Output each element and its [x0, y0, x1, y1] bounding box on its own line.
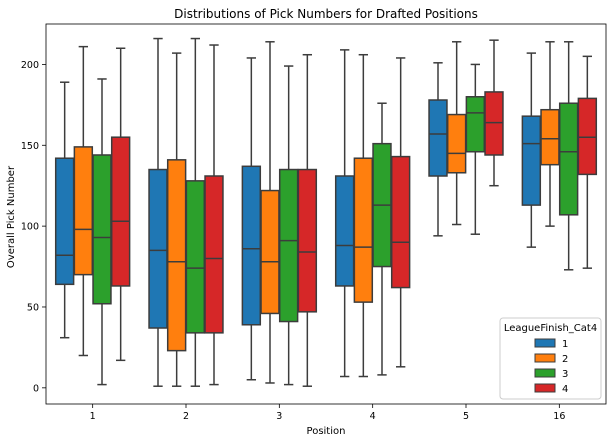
x-tick-label: 4 — [370, 411, 376, 422]
x-tick-label: 5 — [463, 411, 469, 422]
y-tick-label: 50 — [27, 302, 39, 313]
x-tick-label: 3 — [276, 411, 282, 422]
box-iqr — [92, 154, 112, 305]
y-tick-label: 150 — [21, 141, 39, 152]
box-iqr — [353, 157, 374, 303]
box-3-position-5 — [465, 63, 486, 235]
y-tick-label: 0 — [33, 383, 39, 394]
plot-area: 0 50 100 150 200 1 2 3 4 5 16 — [21, 37, 598, 422]
box-3-position-1 — [92, 78, 112, 386]
box-iqr — [577, 97, 598, 176]
box-iqr — [110, 136, 131, 287]
box-2-position-16 — [540, 41, 560, 227]
box-1-position-2 — [148, 37, 168, 387]
box-2-position-3 — [260, 41, 280, 384]
box-2-position-2 — [166, 52, 187, 387]
box-iqr — [428, 99, 448, 177]
y-axis-label: Overall Pick Number — [6, 165, 17, 268]
box-iqr — [521, 115, 542, 206]
legend-entry-label: 3 — [562, 369, 568, 380]
legend-swatch — [534, 338, 556, 348]
box-iqr — [484, 91, 504, 156]
box-iqr — [465, 96, 486, 153]
x-tick-label: 2 — [183, 411, 189, 422]
box-1-position-5 — [428, 62, 448, 237]
y-tick-label: 200 — [21, 60, 39, 71]
box-2-position-1 — [73, 45, 94, 357]
box-iqr — [185, 180, 206, 334]
box-iqr — [297, 168, 318, 313]
x-tick-label: 16 — [553, 411, 565, 422]
x-tick-label: 1 — [90, 411, 96, 422]
box-iqr — [390, 155, 411, 289]
legend-swatch — [534, 383, 556, 393]
legend-title: LeagueFinish_Cat4 — [504, 323, 597, 334]
box-4-position-2 — [204, 44, 224, 386]
box-3-position-2 — [185, 37, 206, 387]
box-4-position-5 — [484, 39, 504, 187]
box-3-position-16 — [558, 41, 579, 271]
y-tick-label: 100 — [21, 222, 39, 233]
box-1-position-16 — [521, 52, 542, 248]
plot-frame — [45, 23, 607, 405]
legend-swatch — [534, 368, 556, 378]
chart-title: Distributions of Pick Numbers for Drafte… — [174, 7, 478, 21]
box-iqr — [446, 113, 467, 174]
box-iqr — [260, 189, 280, 315]
x-axis-label: Position — [307, 426, 346, 437]
box-4-position-1 — [110, 47, 131, 362]
box-iqr — [558, 102, 579, 216]
box-iqr — [166, 159, 187, 352]
box-4-position-16 — [577, 55, 598, 269]
box-4-position-3 — [297, 53, 318, 387]
legend-entry-label: 2 — [562, 354, 568, 365]
box-iqr — [278, 168, 299, 323]
box-1-position-4 — [334, 49, 355, 378]
box-iqr — [73, 146, 94, 276]
box-1-position-3 — [241, 57, 262, 381]
box-1-position-1 — [54, 81, 75, 339]
box-3-position-4 — [372, 102, 392, 376]
legend-swatch — [534, 353, 556, 363]
box-iqr — [204, 175, 224, 334]
legend: LeagueFinish_Cat4 1 2 3 4 — [499, 317, 602, 400]
legend-entry-label: 1 — [562, 339, 568, 350]
box-iqr — [54, 157, 75, 286]
box-2-position-5 — [446, 41, 467, 226]
box-iqr — [241, 165, 262, 326]
box-3-position-3 — [278, 65, 299, 386]
box-4-position-4 — [390, 57, 411, 368]
box-iqr — [540, 108, 560, 166]
legend-entry-label: 4 — [562, 384, 568, 395]
box-iqr — [334, 175, 355, 287]
box-2-position-4 — [353, 53, 374, 378]
box-iqr — [148, 168, 168, 329]
